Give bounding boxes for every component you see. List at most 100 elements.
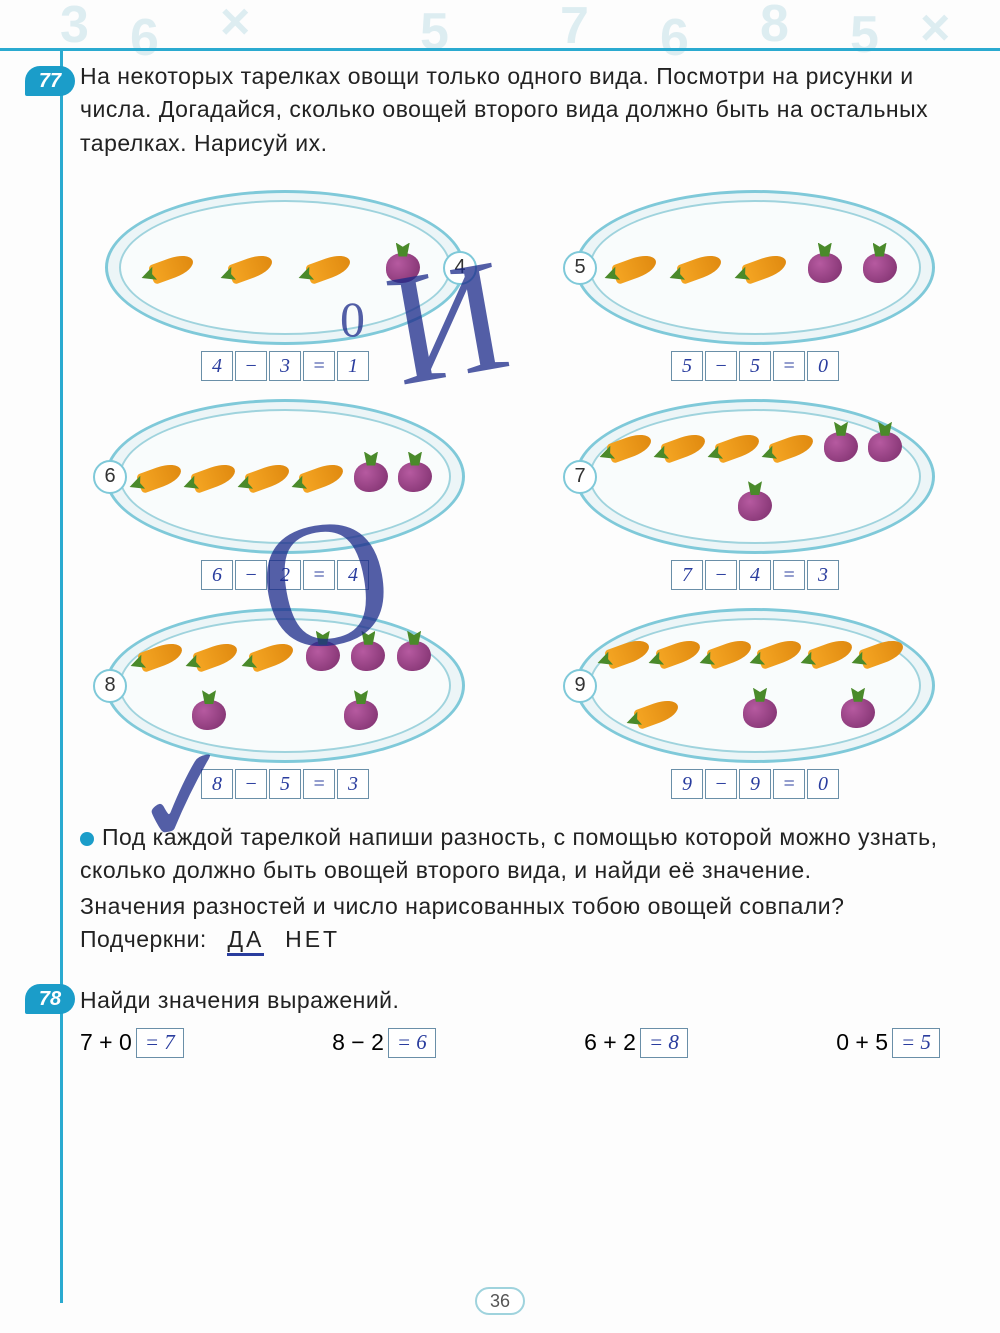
plate-block: 44−3=1 [80,190,490,381]
plate-number: 4 [443,251,477,285]
plate-number: 7 [563,460,597,494]
carrot-icon [298,460,346,494]
answer-box: 2 [269,560,301,590]
beet-icon [351,641,385,671]
answer-box: 3 [807,560,839,590]
expression: 0 + 5= 5 [836,1028,940,1058]
plate: 6 [105,399,465,554]
beet-icon [863,253,897,283]
beet-icon [743,698,777,728]
beet-icon [841,698,875,728]
plate: 9 [575,608,935,763]
carrot-icon [305,251,353,285]
answer-box: = [773,351,805,381]
answer-row: 9−9=0 [671,769,839,799]
carrot-icon [244,460,292,494]
carrot-icon [741,251,789,285]
carrot-icon [192,639,240,673]
carrot-icon [756,636,804,670]
answer-box: = [303,769,335,799]
expression-lhs: 8 − 2 [332,1029,384,1056]
beet-icon [398,462,432,492]
answer-box: 3 [337,769,369,799]
carrot-icon [633,696,681,730]
answer-box: 3 [269,351,301,381]
beet-icon [344,700,378,730]
carrot-icon [768,430,816,464]
plate: 7 [575,399,935,554]
answer-row: 5−5=0 [671,351,839,381]
answer-box: − [235,560,267,590]
answer-box: 9 [671,769,703,799]
answer-box: 5 [269,769,301,799]
answer-box: 4 [337,560,369,590]
answer-box: 1 [337,351,369,381]
carrot-icon [676,251,724,285]
beet-icon [386,253,420,283]
expression-lhs: 0 + 5 [836,1029,888,1056]
carrot-icon [190,460,238,494]
answer-box: 4 [201,351,233,381]
plate: 5 [575,190,935,345]
answer-box: − [705,560,737,590]
answer-box: − [235,351,267,381]
carrot-icon [604,636,652,670]
task77-question: Значения разностей и число нарисованных … [80,890,960,957]
answer-box: = [303,560,335,590]
task-number-badge-78: 78 [25,984,75,1014]
beet-icon [808,253,842,283]
answer-box: 0 [807,769,839,799]
carrot-icon [858,636,906,670]
answer-row: 4−3=1 [201,351,369,381]
expression: 7 + 0= 7 [80,1028,184,1058]
answer-box: 4 [739,560,771,590]
carrot-icon [136,460,184,494]
deco-digit: 8 [760,0,789,54]
carrot-icon [611,251,659,285]
top-border [0,48,1000,51]
task77-text: На некоторых тарелках овощи только одног… [80,60,960,160]
answer-box: 0 [807,351,839,381]
answer-row: 8−5=3 [201,769,369,799]
answer-box: = [303,351,335,381]
carrot-icon [606,430,654,464]
subtask-text: Под каждой тарелкой напиши разность, с п… [80,824,937,883]
plate-number: 9 [563,669,597,703]
carrot-icon [706,636,754,670]
left-border [60,48,63,1303]
plate-number: 5 [563,251,597,285]
answer-yes: ДА [227,926,264,956]
deco-digit: 3 [60,0,89,55]
deco-digit: 6 [130,8,159,68]
plate: 8 [105,608,465,763]
beet-icon [354,462,388,492]
plate-block: 5 5−5=0 [550,190,960,381]
answer-row: 6−2=4 [201,560,369,590]
veggies [133,208,437,327]
beet-icon [192,700,226,730]
carrot-icon [137,639,185,673]
expression: 6 + 2= 8 [584,1028,688,1058]
plate-block: 99−9=0 [550,608,960,799]
expression-lhs: 7 + 0 [80,1029,132,1056]
veggies [133,417,437,536]
carrot-icon [807,636,855,670]
deco-digit: 5 [850,5,879,65]
plate-block: 88−5=3 [80,608,490,799]
deco-digit: 6 [660,8,689,68]
beet-icon [306,641,340,671]
question-text: Значения разностей и число нарисованных … [80,893,844,952]
expression-answer: = 5 [892,1028,940,1058]
expressions-row: 7 + 0= 78 − 2= 66 + 2= 80 + 5= 5 [80,1028,960,1058]
task78-text: Найди значения выражений. [80,984,960,1017]
expression-lhs: 6 + 2 [584,1029,636,1056]
beet-icon [868,432,902,462]
carrot-icon [248,639,296,673]
answer-box: − [705,769,737,799]
veggies [603,626,907,745]
answer-box: 8 [201,769,233,799]
answer-box: = [773,769,805,799]
plate-block: 77−4=3 [550,399,960,590]
answer-box: 7 [671,560,703,590]
beet-icon [824,432,858,462]
